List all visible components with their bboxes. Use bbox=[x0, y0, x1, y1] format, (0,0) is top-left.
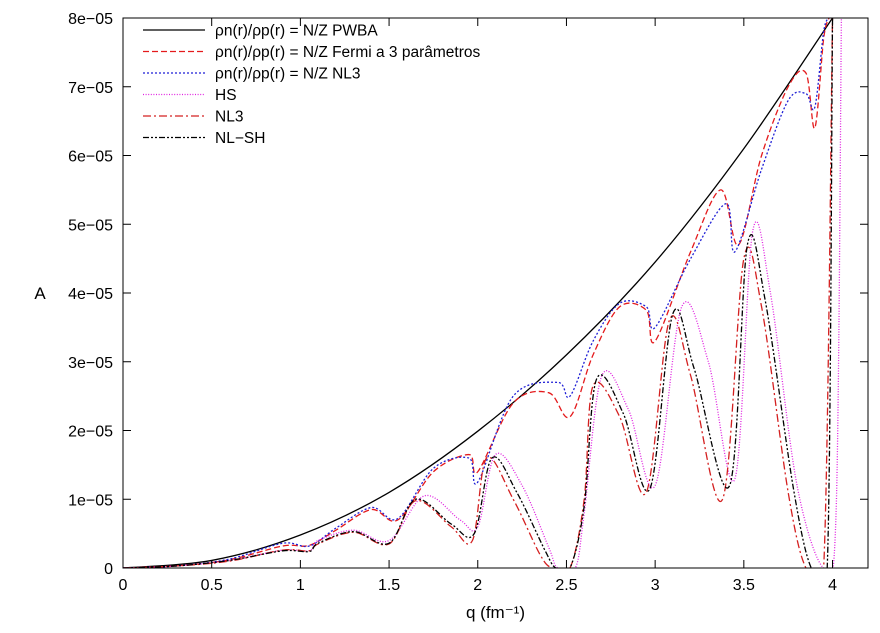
x-tick-label: 3.5 bbox=[733, 577, 755, 594]
y-tick-label: 5e−05 bbox=[68, 217, 113, 234]
legend-label-0: ρn(r)/ρp(r) = N/Z PWBA bbox=[215, 23, 378, 40]
x-tick-label: 2 bbox=[473, 577, 482, 594]
x-tick-label: 0.5 bbox=[201, 577, 223, 594]
legend-label-5: NL−SH bbox=[215, 130, 265, 147]
y-tick-label: 1e−05 bbox=[68, 492, 113, 509]
legend-label-2: ρn(r)/ρp(r) = N/Z NL3 bbox=[215, 66, 361, 83]
x-tick-label: 0 bbox=[119, 577, 128, 594]
x-axis-label: q (fm⁻¹) bbox=[466, 603, 525, 622]
series-line-4 bbox=[123, 18, 833, 612]
y-tick-label: 3e−05 bbox=[68, 355, 113, 372]
x-tick-label: 1 bbox=[296, 577, 305, 594]
y-tick-label: 8e−05 bbox=[68, 11, 113, 28]
legend-label-1: ρn(r)/ρp(r) = N/Z Fermi a 3 parâmetros bbox=[215, 44, 480, 61]
x-tick-label: 4 bbox=[828, 577, 837, 594]
x-tick-label: 2.5 bbox=[555, 577, 577, 594]
x-tick-label: 1.5 bbox=[378, 577, 400, 594]
y-tick-label: 2e−05 bbox=[68, 424, 113, 441]
series-line-5 bbox=[123, 18, 833, 612]
y-tick-label: 4e−05 bbox=[68, 286, 113, 303]
x-tick-label: 3 bbox=[651, 577, 660, 594]
legend-label-4: NL3 bbox=[215, 109, 243, 126]
y-tick-label: 6e−05 bbox=[68, 149, 113, 166]
legend-label-3: HS bbox=[215, 87, 237, 104]
y-axis-label: A bbox=[34, 284, 46, 303]
plot-lines bbox=[123, 18, 841, 612]
legend: ρn(r)/ρp(r) = N/Z PWBA ρn(r)/ρp(r) = N/Z … bbox=[143, 23, 480, 148]
y-tick-label: 0 bbox=[104, 561, 113, 578]
axis-tick-labels: 0 0.5 1 1.5 2 2.5 3 3.5 4 0 1e−05 2e−05 3e−05 4e−05 5e… bbox=[68, 11, 837, 594]
y-tick-label: 7e−05 bbox=[68, 80, 113, 97]
